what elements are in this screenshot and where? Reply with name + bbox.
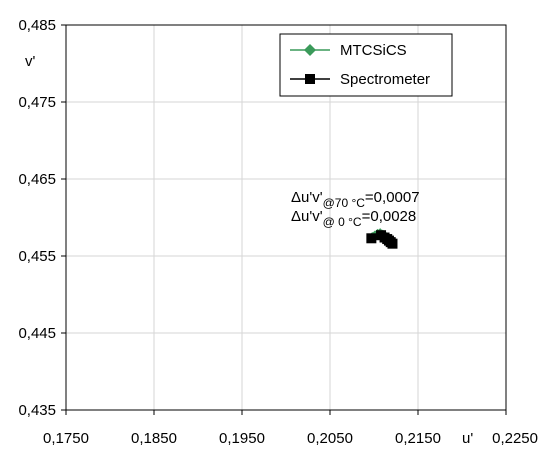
- legend-marker-mtcsics: [304, 44, 316, 56]
- x-tick-label: 0,2150: [395, 430, 441, 447]
- x-tick-label: 0,2250: [492, 430, 538, 447]
- y-axis-ticks: 0,435 0,445 0,455 0,465 0,475 0,485: [18, 17, 66, 419]
- legend: MTCSiCS Spectrometer: [279, 33, 453, 97]
- annotation-70c: Δu'v'@70 °C=0,0007: [291, 189, 420, 210]
- y-tick-label: 0,475: [18, 94, 56, 111]
- x-tick-label: 0,1850: [131, 430, 177, 447]
- annotation-70c-prefix: Δu'v': [291, 189, 323, 206]
- x-axis-ticks: 0,1750 0,1850 0,1950 0,2050 0,2150 0,2250: [43, 410, 538, 447]
- legend-marker-spectrometer: [305, 74, 315, 84]
- annotation-70c-sub: @70 °C: [323, 196, 366, 210]
- annotation-0c-prefix: Δu'v': [291, 208, 323, 225]
- y-tick-label: 0,435: [18, 402, 56, 419]
- legend-label-mtcsics: MTCSiCS: [340, 42, 407, 59]
- x-tick-label: 0,1750: [43, 430, 89, 447]
- y-tick-label: 0,465: [18, 171, 56, 188]
- y-tick-label: 0,445: [18, 325, 56, 342]
- annotation-0c-sub: @ 0 °C: [323, 215, 362, 229]
- data-point-spectrometer: [366, 233, 377, 244]
- x-axis-label: u': [462, 430, 473, 447]
- annotation-0c-value: =0,0028: [362, 208, 417, 225]
- legend-box: [279, 33, 453, 97]
- x-tick-label: 0,2050: [307, 430, 353, 447]
- annotations: Δu'v'@70 °C=0,0007 Δu'v'@ 0 °C=0,0028: [291, 189, 420, 229]
- plot-frame: [65, 24, 507, 411]
- y-axis-label: v': [25, 53, 36, 70]
- data-point-spectrometer: [387, 238, 398, 249]
- annotation-0c: Δu'v'@ 0 °C=0,0028: [291, 208, 416, 229]
- annotation-70c-value: =0,0007: [365, 189, 420, 206]
- legend-label-spectrometer: Spectrometer: [340, 71, 430, 88]
- y-tick-label: 0,455: [18, 248, 56, 265]
- series-layer: [366, 228, 398, 249]
- x-tick-label: 0,1950: [219, 430, 265, 447]
- y-tick-label: 0,485: [18, 17, 56, 34]
